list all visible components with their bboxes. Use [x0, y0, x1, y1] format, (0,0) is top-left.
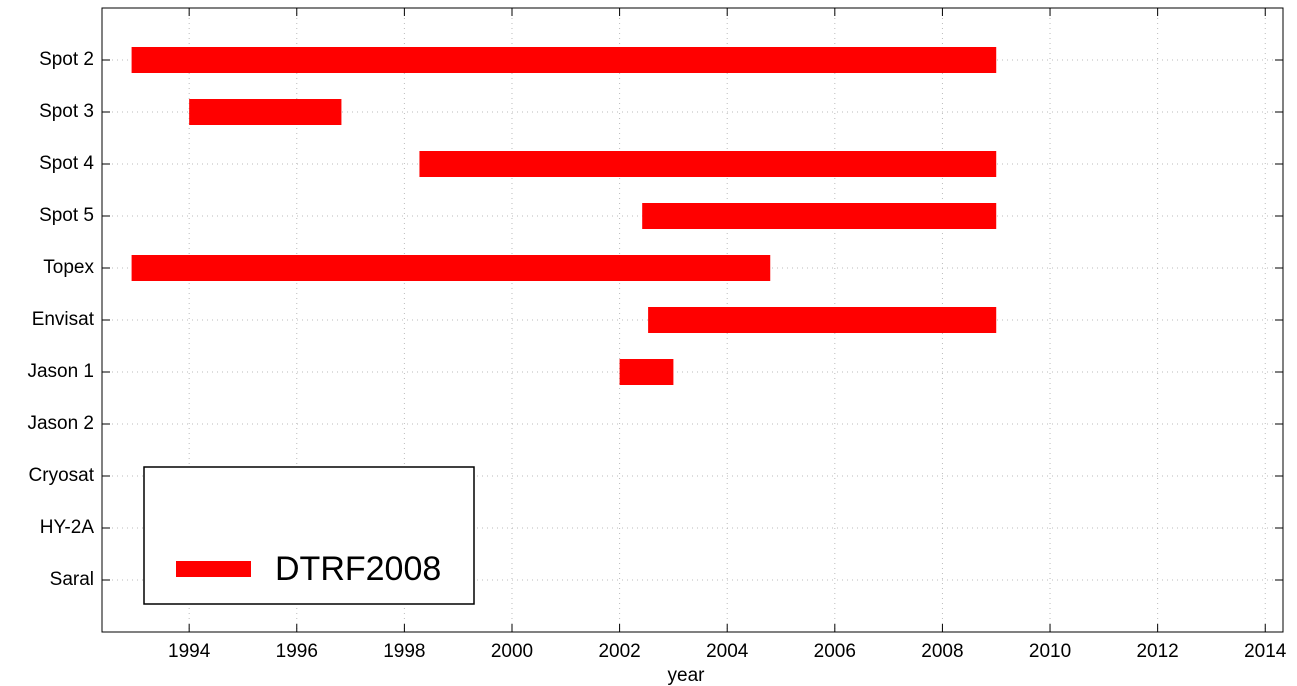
y-tick-label: Spot 2: [39, 49, 94, 70]
y-tick-label: Envisat: [32, 309, 95, 330]
y-tick-label: Topex: [43, 257, 94, 278]
bar: [419, 151, 997, 177]
x-tick-label: 2004: [706, 641, 749, 662]
bar: [642, 203, 997, 229]
bar: [189, 99, 342, 125]
bar: [131, 47, 997, 73]
y-tick-label: Cryosat: [29, 465, 95, 486]
x-tick-label: 1998: [383, 641, 425, 662]
x-tick-label: 1994: [168, 641, 211, 662]
bar: [131, 255, 771, 281]
legend-swatch: [176, 561, 251, 577]
y-tick-label: Spot 4: [39, 153, 94, 174]
y-tick-label: Jason 2: [27, 413, 94, 434]
x-tick-label: 2000: [491, 641, 533, 662]
x-tick-label: 2010: [1029, 641, 1071, 662]
y-tick-label: Spot 5: [39, 205, 94, 226]
y-tick-label: Jason 1: [27, 361, 94, 382]
x-tick-label: 2008: [921, 641, 963, 662]
y-tick-label: Saral: [50, 569, 94, 590]
plot-frame: [101, 7, 1284, 633]
x-tick-label: 2002: [598, 641, 640, 662]
bar: [648, 307, 997, 333]
y-tick-label: HY-2A: [40, 517, 95, 538]
legend-box: [143, 466, 475, 605]
x-tick-label: 2006: [814, 641, 856, 662]
x-tick-label: 2012: [1136, 641, 1178, 662]
x-tick-label: 2014: [1244, 641, 1287, 662]
bar: [619, 359, 674, 385]
x-axis-label: year: [668, 665, 706, 686]
legend: DTRF2008: [143, 466, 475, 605]
y-tick-label: Spot 3: [39, 101, 94, 122]
x-tick-label: 1996: [276, 641, 318, 662]
legend-label: DTRF2008: [275, 550, 441, 588]
